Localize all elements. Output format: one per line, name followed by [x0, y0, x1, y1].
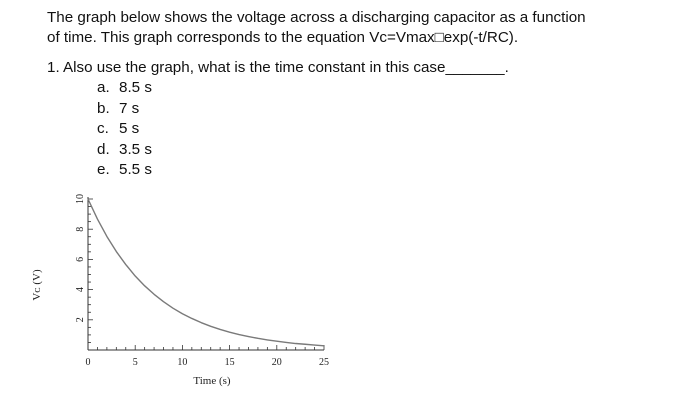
x-tick-label: 25	[319, 357, 329, 368]
y-tick-label: 4	[75, 287, 86, 292]
x-tick-label: 10	[177, 357, 187, 368]
option-b: b. 7 s	[97, 99, 152, 120]
option-label: 3.5 s	[119, 140, 152, 158]
intro-line-2: of time. This graph corresponds to the e…	[47, 29, 519, 46]
option-c: c. 5 s	[97, 119, 152, 140]
question-text: 1. Also use the graph, what is the time …	[47, 59, 509, 76]
option-label: 7 s	[119, 99, 140, 117]
y-axis-label: Vᴄ (V)	[31, 269, 43, 301]
y-tick-label: 8	[75, 227, 86, 232]
chart-series	[87, 198, 325, 347]
y-tick-label: 2	[75, 317, 86, 322]
option-label: 5.5 s	[119, 161, 152, 178]
option-label: 5 s	[119, 120, 140, 137]
option-a: a. 8.5 s	[97, 78, 152, 99]
option-d: d. 3.5 s	[97, 140, 152, 161]
y-tick-label: 10	[75, 194, 86, 204]
chart-ticks: 0 5 10 15 20 25 2 4 6 8 10	[75, 194, 329, 368]
option-e: e. 5.5 s	[97, 160, 152, 181]
x-tick-label: 15	[225, 357, 235, 368]
option-letter: e.	[97, 161, 110, 178]
x-axis-label: Time (s)	[193, 375, 231, 387]
x-tick-label: 5	[133, 357, 138, 368]
x-tick-label: 0	[86, 357, 91, 368]
option-letter: d.	[97, 140, 110, 158]
voltage-time-chart: Vᴄ (V) 0 5 10 15 20 25 2 4 6 8 10 Time (s)	[31, 194, 329, 387]
answer-options: a. 8.5 s b. 7 s c. 5 s d. 3.5 s e. 5.5 s	[97, 78, 152, 181]
chart-axes	[87, 197, 324, 351]
option-label: 8.5 s	[119, 79, 152, 96]
option-letter: b.	[97, 99, 110, 117]
series-line	[87, 198, 325, 347]
intro-line-1: The graph below shows the voltage across…	[47, 9, 586, 26]
option-letter: c.	[97, 120, 109, 137]
x-tick-label: 20	[272, 357, 282, 368]
option-letter: a.	[97, 79, 110, 96]
y-tick-label: 6	[75, 257, 86, 262]
intro-paragraph: The graph below shows the voltage across…	[47, 8, 667, 48]
